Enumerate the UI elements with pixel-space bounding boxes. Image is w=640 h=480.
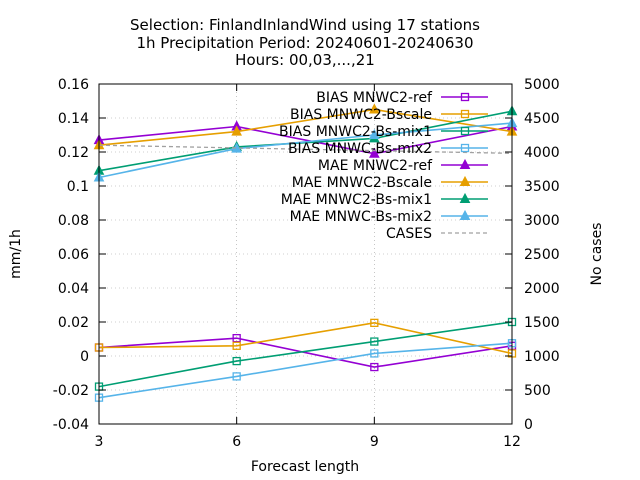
legend-label: BIAS MNWC2-ref: [316, 90, 433, 106]
series-3: [96, 340, 516, 401]
legend-label: MAE MNWC2-ref: [318, 158, 433, 174]
x-tick-label: 9: [370, 434, 379, 450]
legend-label: CASES: [386, 226, 432, 242]
chart-title: Selection: FinlandInlandWind using 17 st…: [130, 16, 480, 69]
legend-entry: MAE MNWC2-Bs-mix1: [281, 192, 488, 208]
x-tick-label: 12: [503, 434, 521, 450]
y2-tick-label: 3000: [524, 213, 560, 229]
legend-label: MAE MNWC2-Bscale: [292, 175, 432, 191]
y2-tick-label: 1000: [524, 349, 560, 365]
legend-entry: MAE MNWC2-Bscale: [292, 175, 488, 191]
legend-entry: MAE MNWC-Bs-mix2: [290, 209, 488, 225]
legend-label: BIAS MNWC2-Bs-mix1: [279, 124, 432, 140]
x-tick-label: 6: [232, 434, 241, 450]
y-axis-label: mm/1h: [8, 229, 24, 279]
y-tick-label: 0.04: [58, 281, 89, 297]
title-line-3: Hours: 00,03,...,21: [235, 51, 375, 69]
y2-tick-label: 500: [524, 383, 551, 399]
legend-entry: BIAS MNWC2-ref: [316, 90, 488, 106]
y2-tick-label: 3500: [524, 179, 560, 195]
y-tick-label: 0.12: [58, 145, 89, 161]
y-tick-label: 0.16: [58, 77, 89, 93]
legend-entry: MAE MNWC2-ref: [318, 158, 488, 174]
y-tick-label: -0.02: [53, 383, 89, 399]
legend-entry: BIAS MNWC-Bs-mix2: [288, 141, 488, 157]
y2-tick-label: 4500: [524, 111, 560, 127]
legend-label: BIAS MNWC-Bs-mix2: [288, 141, 432, 157]
legend-entry: BIAS MNWC2-Bscale: [290, 107, 488, 123]
y2-tick-label: 2000: [524, 281, 560, 297]
y-tick-label: -0.04: [53, 417, 89, 433]
y-tick-label: 0.08: [58, 213, 89, 229]
y-tick-label: 0.14: [58, 111, 89, 127]
legend-entry: CASES: [386, 226, 488, 242]
y2-tick-label: 5000: [524, 77, 560, 93]
series-line: [99, 322, 512, 387]
y2-tick-label: 4000: [524, 145, 560, 161]
legend-label: MAE MNWC-Bs-mix2: [290, 209, 432, 225]
series-line: [99, 338, 512, 367]
y-tick-label: 0.1: [67, 179, 89, 195]
y-tick-label: 0: [80, 349, 89, 365]
y2-tick-label: 0: [524, 417, 533, 433]
legend-label: BIAS MNWC2-Bscale: [290, 107, 432, 123]
y-tick-label: 0.02: [58, 315, 89, 331]
y2-tick-label: 1500: [524, 315, 560, 331]
x-axis-label: Forecast length: [251, 459, 359, 475]
y-tick-label: 0.06: [58, 247, 89, 263]
x-tick-label: 3: [95, 434, 104, 450]
legend-label: MAE MNWC2-Bs-mix1: [281, 192, 432, 208]
title-line-2: 1h Precipitation Period: 20240601-202406…: [136, 34, 473, 52]
title-line-1: Selection: FinlandInlandWind using 17 st…: [130, 16, 480, 34]
y2-axis-label: No cases: [589, 223, 605, 286]
series-line: [99, 323, 512, 354]
y2-tick-label: 2500: [524, 247, 560, 263]
